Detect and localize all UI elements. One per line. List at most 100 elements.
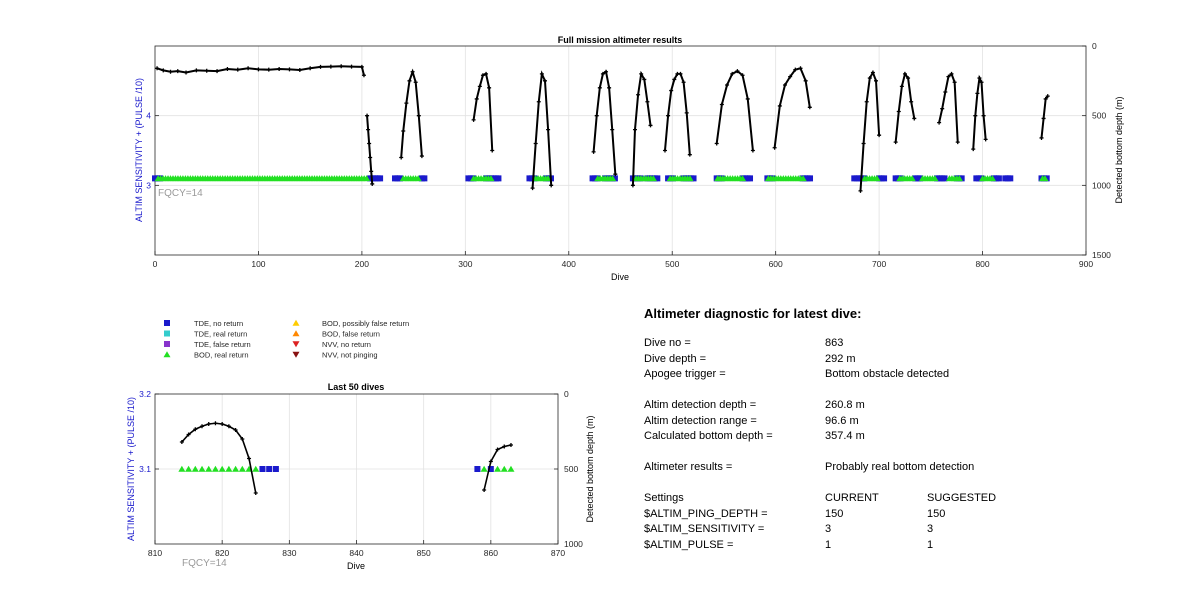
bod-real-return-marker [487,175,495,182]
bottom-depth-line [859,70,881,191]
bottom-depth-point [687,152,692,157]
bottom-depth-point [318,64,323,69]
y-tick-label-right: 500 [1092,111,1106,121]
calculated-bottom-depth-row: Calculated bottom depth = 357.4 m [644,429,1164,445]
altimeter-results-value: Probably real bottom detection [825,461,975,473]
bod-real-return-marker [363,175,371,182]
bottom-depth-point [168,69,173,74]
altimeter-results-label: Altimeter results = [644,461,733,473]
bottom-depth-point [480,73,485,78]
x-tick-label: 600 [769,259,783,269]
bottom-depth-point [940,106,945,111]
bottom-depth-point [669,88,674,93]
bottom-depth-line [366,115,374,185]
setting-suggested-value: 1 [927,538,934,551]
bod-real-return-marker [544,175,552,182]
bottom-depth-point [484,71,489,76]
setting-label: $ALTIM_PING_DEPTH = [644,507,768,520]
bottom-depth-point [735,69,740,74]
tde-no-return-marker [1007,175,1014,182]
bottom-depth-point [339,64,344,69]
bod-real-return-marker [414,175,422,182]
calculated-bottom-depth-label: Calculated bottom depth = [644,430,773,442]
setting-row: $ALTIM_PULSE = 1 1 [644,538,1164,554]
bottom-depth-point [874,78,879,83]
y-tick-label-right: 0 [1092,41,1097,51]
bottom-depth-point [413,80,418,85]
bottom-depth-point [632,127,637,132]
bottom-depth-point [369,169,374,174]
bottom-depth-point [798,66,803,71]
full-mission-fqcy-annotation: FQCY=14 [158,188,203,199]
bottom-depth-point [642,77,647,82]
bottom-depth-point [308,66,313,71]
setting-row: $ALTIM_SENSITIVITY = 3 3 [644,522,1164,538]
bottom-depth-point [740,73,745,78]
tde-no-return-marker [495,175,502,182]
full-mission-xlabel: Dive [611,272,629,282]
bottom-depth-point [361,73,366,78]
bottom-depth-point [899,84,904,89]
bottom-depth-point [539,71,544,76]
bottom-depth-point [416,113,421,118]
dive-depth-value: 292 m [825,352,856,365]
bottom-depth-point [983,137,988,142]
bottom-depth-point [1045,94,1050,99]
bottom-depth-point [1039,135,1044,140]
bottom-depth-point [161,68,166,73]
bottom-depth-point [401,128,406,133]
bottom-depth-point [750,148,755,153]
bottom-depth-point [943,89,948,94]
bottom-depth-point [975,91,980,96]
bottom-depth-line [592,70,617,175]
bottom-depth-point [977,76,982,81]
x-tick-label: 400 [562,259,576,269]
dive-no-value: 863 [825,337,844,349]
setting-current-value: 1 [825,538,832,551]
bottom-depth-point [681,80,686,85]
apogee-trigger-value: Bottom obstacle detected [825,368,950,380]
setting-row: $ALTIM_PING_DEPTH = 150 150 [644,507,1164,523]
x-tick-label: 0 [153,259,158,269]
bottom-depth-point [610,127,615,132]
altimeter-diagnostic-panel: Altimeter diagnostic for latest dive: Di… [644,306,1164,553]
bottom-depth-point [714,141,719,146]
bottom-depth-point [184,70,189,75]
bottom-depth-point [672,77,677,82]
bod-real-return-marker [931,175,939,182]
bod-real-return-marker [739,175,747,182]
y-tick-label-left: 4 [146,111,151,121]
bottom-depth-point [909,99,914,104]
setting-suggested-value: 3 [927,523,934,535]
setting-label: $ALTIM_SENSITIVITY = [644,523,765,535]
bottom-depth-point [648,123,653,128]
x-tick-label: 200 [355,259,369,269]
bottom-depth-point [906,76,911,81]
bottom-depth-point [287,67,292,72]
bottom-depth-point [777,103,782,108]
bod-real-return-marker [988,175,996,182]
y-tick-label-right: 1000 [1092,180,1111,190]
bottom-depth-point [864,99,869,104]
setting-suggested-value: 150 [927,507,946,520]
bod-real-return-marker [649,175,657,182]
bottom-depth-point [973,113,978,118]
bottom-depth-point [225,66,230,71]
bottom-depth-point [772,145,777,150]
bottom-depth-point [399,155,404,160]
settings-header-label: Settings [644,492,684,504]
bottom-depth-point [549,183,554,188]
full-mission-title: Full mission altimeter results [558,35,683,45]
y-tick-label-right: 1500 [1092,250,1111,260]
bottom-depth-point [793,67,798,72]
bottom-depth-point [662,148,667,153]
bottom-depth-point [404,101,409,106]
apogee-trigger-row: Apogee trigger = Bottom obstacle detecte… [644,367,1164,383]
bottom-depth-point [979,80,984,85]
bottom-depth-point [607,85,612,90]
bottom-depth-point [365,113,370,118]
calculated-bottom-depth-value: 357.4 m [825,430,865,442]
tde-no-return-marker [941,175,948,182]
bottom-depth-point [474,96,479,101]
